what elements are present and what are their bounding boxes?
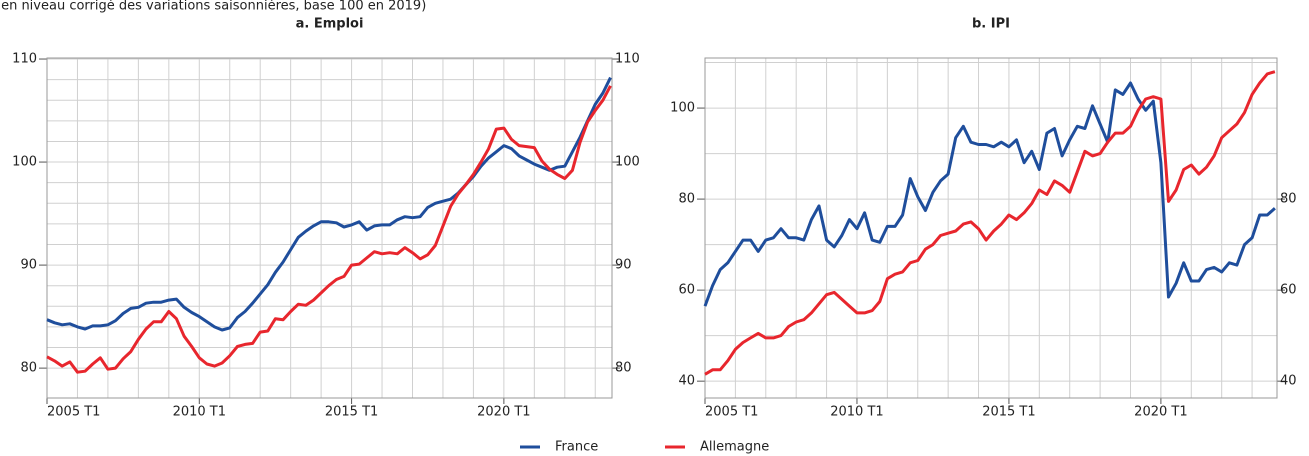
y-tick-label: 40	[678, 374, 695, 389]
x-tick-label: 2005 T1	[705, 405, 758, 420]
line-series	[46, 76, 612, 332]
y-tick-label: 80	[20, 361, 37, 376]
x-tick-label: 2010 T1	[173, 405, 226, 420]
x-tick-label: 2015 T1	[325, 405, 378, 420]
panel-title: b. IPI	[972, 17, 1010, 32]
plot-frame	[46, 57, 613, 399]
y2-tick-label: 40	[1280, 374, 1297, 389]
x-tick-label: 2020 T1	[1134, 405, 1187, 420]
legend-label: France	[555, 440, 598, 455]
legend-label: Allemagne	[700, 440, 769, 455]
x-tick-label: 2010 T1	[830, 405, 883, 420]
subtitle: (en niveau corrigé des variations saison…	[0, 0, 426, 14]
y2-tick-label: 80	[1280, 192, 1297, 207]
plot-frame	[704, 57, 1278, 399]
y-tick-label: 90	[20, 258, 37, 273]
y2-tick-label: 60	[1280, 283, 1297, 298]
line-series	[704, 70, 1276, 376]
x-tick-label: 2005 T1	[47, 405, 100, 420]
y-tick-label: 100	[670, 101, 695, 116]
panel-title: a. Emploi	[296, 17, 364, 32]
y2-tick-label: 90	[615, 258, 632, 273]
y2-tick-label: 100	[615, 155, 640, 170]
y-tick-label: 60	[678, 283, 695, 298]
line-series	[46, 85, 612, 374]
line-series	[703, 81, 1276, 307]
y2-tick-label: 110	[615, 52, 640, 67]
y-tick-label: 100	[12, 155, 37, 170]
y-tick-label: 110	[12, 52, 37, 67]
y-tick-label: 80	[678, 192, 695, 207]
y2-tick-label: 80	[615, 361, 632, 376]
x-tick-label: 2020 T1	[477, 405, 530, 420]
x-tick-label: 2015 T1	[982, 405, 1035, 420]
